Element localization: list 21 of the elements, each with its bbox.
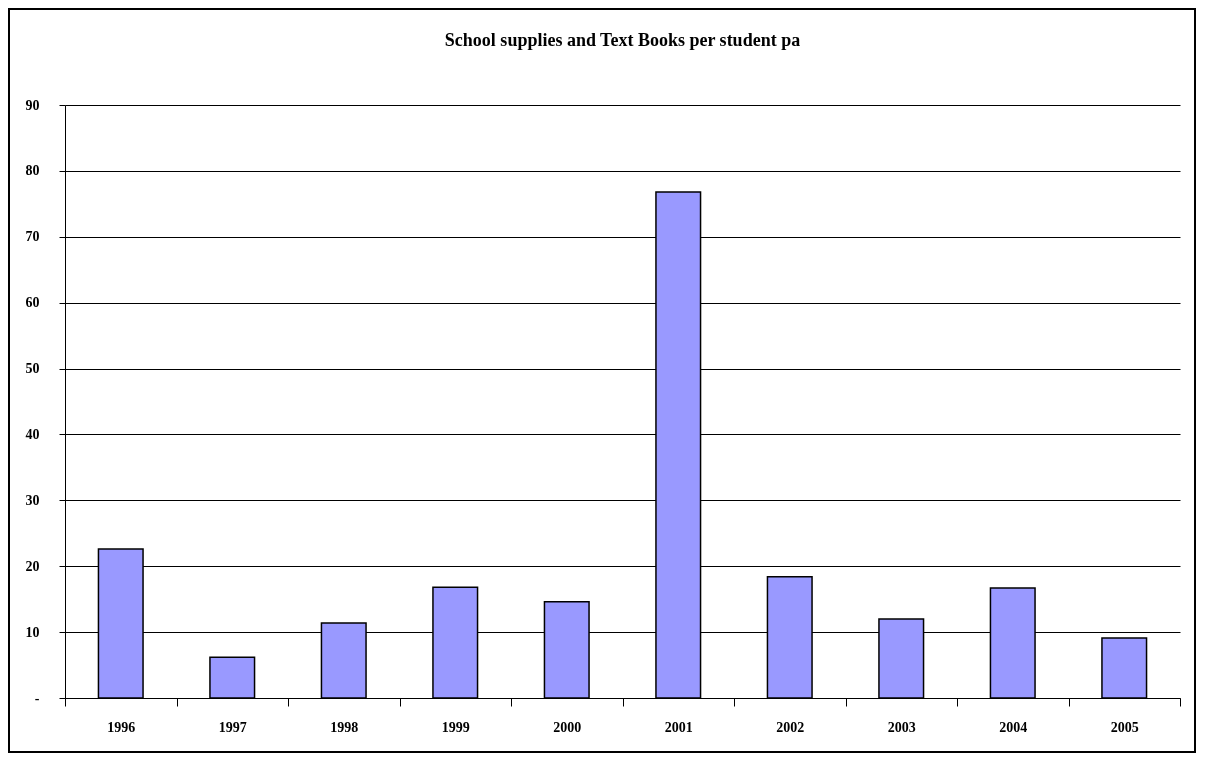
y-tick-label: 70 <box>25 229 40 245</box>
y-tick-label: 20 <box>25 558 40 574</box>
y-tick-label: 40 <box>25 426 40 442</box>
y-tick-label: 80 <box>25 163 40 179</box>
y-tick-label: 50 <box>25 361 40 377</box>
x-tick-label: 1998 <box>330 719 359 735</box>
y-tick-label: 60 <box>25 295 40 311</box>
x-tick-label: 2001 <box>664 719 693 735</box>
chart-title: School supplies and Text Books per student pa <box>444 30 801 50</box>
x-tick-label: 1996 <box>107 719 136 735</box>
x-tick-label: 2004 <box>999 719 1028 735</box>
y-tick-label: 90 <box>25 97 40 113</box>
x-tick-label: 2003 <box>887 719 916 735</box>
y-tick-label: 30 <box>25 492 40 508</box>
x-tick-label: 1997 <box>218 719 247 735</box>
x-tick-label: 2000 <box>553 719 582 735</box>
y-tick-label: 10 <box>25 624 40 640</box>
y-tick-label: - <box>34 690 40 706</box>
x-tick-label: 1999 <box>441 719 470 735</box>
x-tick-label: 2005 <box>1110 719 1139 735</box>
x-tick-label: 2002 <box>776 719 805 735</box>
